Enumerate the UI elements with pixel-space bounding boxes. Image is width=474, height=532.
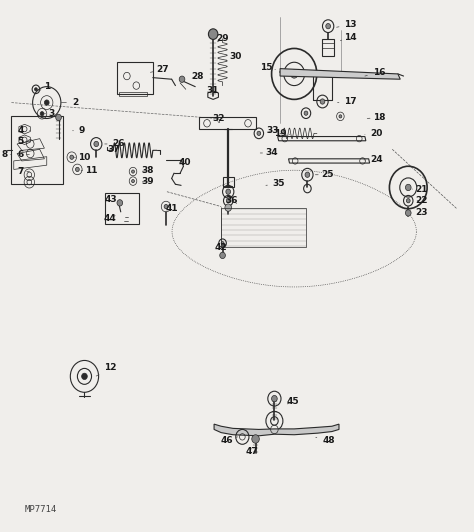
Text: 14: 14	[340, 34, 357, 43]
Text: 9: 9	[73, 126, 85, 135]
Polygon shape	[280, 69, 400, 79]
Text: 38: 38	[142, 166, 155, 175]
Text: 15: 15	[260, 63, 275, 71]
Text: 12: 12	[96, 363, 117, 376]
Circle shape	[70, 155, 73, 160]
Circle shape	[45, 100, 49, 105]
Text: 11: 11	[81, 166, 98, 175]
Circle shape	[291, 70, 298, 78]
Text: 44: 44	[104, 214, 117, 223]
Bar	[118, 62, 153, 94]
Text: 20: 20	[365, 129, 383, 138]
Circle shape	[405, 184, 411, 190]
Text: 10: 10	[73, 153, 91, 162]
Text: 37: 37	[108, 145, 124, 154]
Text: 24: 24	[364, 155, 383, 164]
Text: 17: 17	[337, 97, 357, 106]
Text: 47: 47	[246, 447, 258, 456]
Text: 5: 5	[18, 137, 30, 146]
Bar	[119, 92, 147, 96]
Bar	[221, 207, 306, 247]
Text: 42: 42	[215, 243, 228, 252]
Circle shape	[75, 167, 79, 171]
Text: 33: 33	[267, 126, 279, 135]
Bar	[105, 193, 139, 223]
Text: 6: 6	[18, 150, 29, 159]
Text: 1: 1	[39, 82, 50, 91]
Text: 30: 30	[226, 52, 241, 61]
Bar	[322, 39, 334, 56]
Text: 7: 7	[18, 167, 29, 176]
Text: 45: 45	[287, 397, 300, 406]
Circle shape	[94, 142, 99, 147]
Circle shape	[257, 131, 261, 136]
Circle shape	[225, 204, 231, 211]
Text: 48: 48	[316, 436, 335, 445]
Text: 26: 26	[105, 139, 125, 148]
Circle shape	[272, 395, 277, 402]
Text: 3: 3	[45, 109, 55, 118]
Text: 35: 35	[266, 179, 285, 188]
Bar	[199, 118, 255, 129]
Text: 18: 18	[367, 113, 385, 122]
Text: 43: 43	[104, 195, 117, 204]
Text: 22: 22	[415, 196, 428, 205]
Text: 19: 19	[274, 129, 290, 138]
Circle shape	[320, 99, 325, 104]
Bar	[223, 177, 234, 187]
Bar	[11, 116, 63, 184]
Circle shape	[220, 252, 226, 259]
Circle shape	[326, 23, 330, 29]
Circle shape	[406, 198, 410, 203]
Polygon shape	[214, 424, 339, 436]
Text: 36: 36	[226, 196, 238, 205]
Text: 40: 40	[179, 158, 191, 167]
Text: 31: 31	[206, 86, 219, 95]
Circle shape	[117, 200, 123, 206]
Circle shape	[221, 242, 224, 245]
Text: 16: 16	[365, 68, 385, 77]
Circle shape	[179, 76, 185, 82]
Text: 28: 28	[191, 71, 204, 80]
Text: 13: 13	[337, 20, 357, 29]
Text: 4: 4	[18, 126, 30, 135]
Text: 25: 25	[315, 170, 333, 179]
Text: 46: 46	[221, 436, 237, 445]
Circle shape	[132, 170, 135, 173]
Circle shape	[40, 112, 44, 116]
Text: 2: 2	[61, 98, 78, 107]
Circle shape	[339, 115, 342, 118]
Text: 21: 21	[412, 185, 428, 194]
Circle shape	[226, 189, 230, 194]
Text: 34: 34	[260, 148, 278, 157]
Text: 32: 32	[212, 114, 225, 123]
Circle shape	[164, 204, 168, 209]
Circle shape	[35, 88, 37, 91]
Circle shape	[132, 179, 135, 182]
Text: 41: 41	[165, 204, 178, 213]
Text: 27: 27	[150, 65, 169, 74]
Circle shape	[226, 198, 230, 203]
Circle shape	[56, 114, 61, 121]
Text: 29: 29	[216, 35, 229, 44]
Text: 39: 39	[142, 177, 155, 186]
Circle shape	[304, 111, 308, 115]
Text: MP7714: MP7714	[25, 504, 57, 513]
Circle shape	[305, 172, 310, 177]
Circle shape	[82, 373, 87, 379]
Circle shape	[209, 29, 218, 39]
Text: 23: 23	[415, 209, 428, 218]
Text: 8: 8	[1, 150, 10, 159]
Circle shape	[405, 210, 411, 216]
Circle shape	[252, 435, 259, 443]
